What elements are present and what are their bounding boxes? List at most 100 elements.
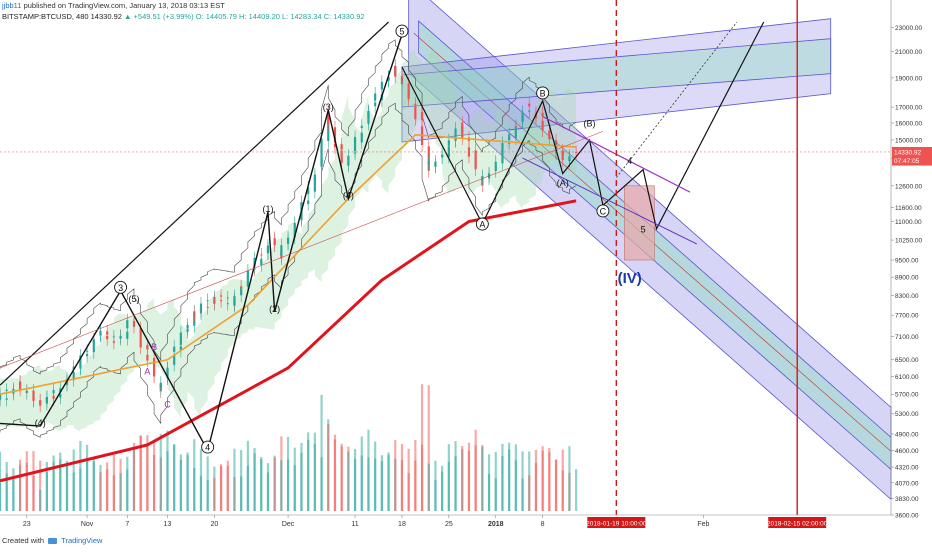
volume-bar <box>25 462 28 511</box>
tradingview-link[interactable]: TradingView <box>61 536 103 545</box>
volume-bar <box>186 455 189 511</box>
volume-bar <box>280 460 283 511</box>
price-change: ▲ +549.51 (+3.99%) <box>124 12 194 21</box>
time-tick-label: Dec <box>282 521 295 528</box>
candle-body <box>72 366 75 370</box>
price-tick-label: 23000.00 <box>895 25 922 32</box>
candle-body <box>501 143 504 156</box>
candle-body <box>353 136 357 152</box>
volume-bar <box>320 394 323 511</box>
volume-bar <box>461 446 464 511</box>
candle-body <box>521 111 524 122</box>
candle-body <box>240 286 243 288</box>
wave-label: (A) <box>557 178 569 188</box>
volume-bar <box>333 439 337 511</box>
price-tick-label: 5700.00 <box>895 392 919 399</box>
candle-body <box>528 103 531 107</box>
volume-bar <box>286 459 290 511</box>
candle-body <box>320 138 323 164</box>
candle-body <box>286 237 290 243</box>
volume-bar <box>514 460 517 511</box>
volume-bar <box>548 452 551 511</box>
candle-body <box>307 200 310 204</box>
price-marker-label: 07:47:05 <box>894 158 920 165</box>
volume-bar <box>240 450 243 511</box>
candle-body <box>414 106 417 120</box>
volume-bar <box>541 446 544 511</box>
volume-bar <box>575 469 578 511</box>
price-tick-label: 10250.00 <box>895 238 922 245</box>
price-tick-label: 8900.00 <box>895 275 919 282</box>
volume-bar <box>246 440 249 511</box>
candle-body <box>374 93 377 101</box>
wave-label: A <box>479 220 485 230</box>
volume-bar <box>199 475 203 511</box>
wave-label: C <box>600 206 607 216</box>
price-tick-label: 9500.00 <box>895 258 919 265</box>
candle-body <box>575 152 578 153</box>
price-tick-label: 3830.00 <box>895 496 919 503</box>
candle-body <box>481 176 484 180</box>
price-tick-label: 21000.00 <box>895 49 922 56</box>
correction-wave-line <box>401 66 604 226</box>
volume-bar <box>487 454 491 511</box>
impulse-wave-line <box>0 34 403 453</box>
wave-label: (B) <box>584 118 596 128</box>
ma-long-line <box>0 199 577 483</box>
author-name[interactable]: jjbb11 <box>2 1 22 10</box>
candle-body <box>45 397 48 404</box>
candle-body <box>173 346 176 352</box>
price-tick-label: 16000.00 <box>895 121 922 128</box>
candle-body <box>52 390 55 394</box>
volume-bar <box>380 461 383 511</box>
candle-body <box>99 330 102 336</box>
candle-body <box>85 350 89 352</box>
bollinger-lower <box>0 102 577 438</box>
wave-label: C <box>164 399 171 409</box>
volume-bar <box>407 448 410 511</box>
volume-bar <box>132 442 136 511</box>
candle-body <box>333 127 337 143</box>
volume-bar <box>387 452 390 511</box>
candle-body <box>474 163 477 170</box>
candle-body <box>12 390 15 394</box>
price-tick-label: 4070.00 <box>895 480 919 487</box>
candle-body <box>534 114 538 119</box>
volume-bar <box>18 459 22 511</box>
projection-wave-line <box>602 21 765 231</box>
time-tick-label: 18 <box>398 521 406 528</box>
price-tick-label: 7100.00 <box>895 334 919 341</box>
volume-bar <box>474 429 477 511</box>
volume-bar <box>253 448 256 511</box>
volume-bar <box>353 459 357 511</box>
candle-body <box>5 389 8 392</box>
candle-body <box>79 355 82 368</box>
annotations-layer: 3 (5) B A C (4) 4 (1) (2) (3) (4) 5 A B (A) (B) C 4 5 (IV) <box>35 24 646 454</box>
volume-bar <box>206 480 209 511</box>
wave-label: (4) <box>343 191 354 201</box>
wave-label-circle <box>201 440 215 454</box>
volume-layer <box>0 384 578 511</box>
price-marker <box>892 155 932 166</box>
candle-body <box>92 340 95 343</box>
volume-bar <box>139 435 142 511</box>
candle-body <box>119 335 122 339</box>
marked-date-label: 2018-01-19 10:00:00 <box>586 521 647 528</box>
candle-body <box>487 174 491 179</box>
volume-bar <box>394 440 397 511</box>
volume-bar <box>434 480 437 511</box>
volume-bar <box>45 472 48 511</box>
volume-bar <box>219 464 223 511</box>
candle-body <box>360 125 363 129</box>
wave-label-circle <box>596 204 610 218</box>
candle-body <box>260 254 263 256</box>
wave-label-circle <box>395 24 409 38</box>
candle-body <box>380 81 383 90</box>
volume-bar <box>340 443 343 511</box>
volume-bar <box>79 440 82 511</box>
volume-bar <box>528 475 531 511</box>
volume-bar <box>213 477 216 511</box>
volume-bar <box>106 469 109 511</box>
candle-body <box>514 126 517 128</box>
price-tick-label: 6500.00 <box>895 357 919 364</box>
